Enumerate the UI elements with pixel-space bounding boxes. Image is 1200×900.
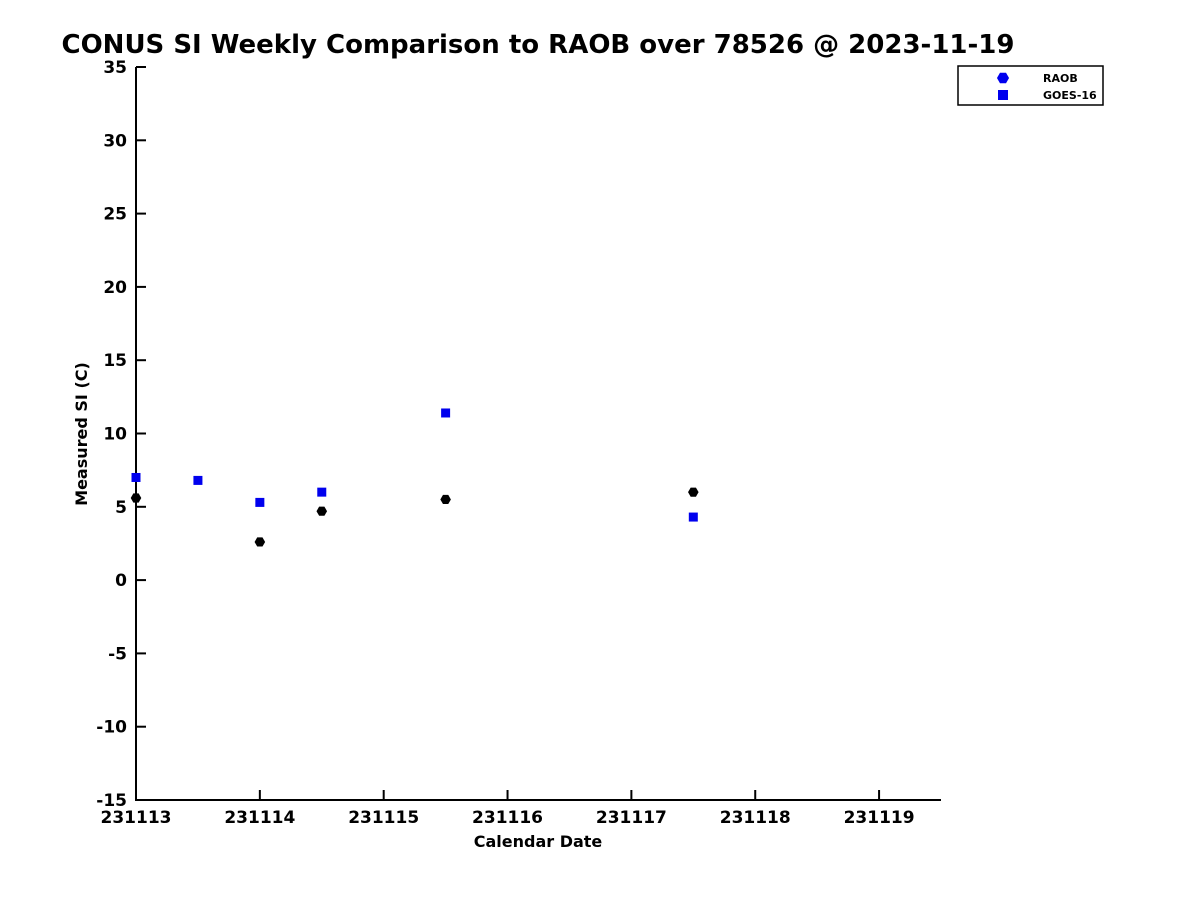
legend-raob-label: RAOB xyxy=(1043,72,1078,85)
y-tick-label: -10 xyxy=(96,718,127,738)
goes-16-point xyxy=(131,472,141,482)
y-axis-label: Measured SI (C) xyxy=(72,362,91,506)
chart-title: CONUS SI Weekly Comparison to RAOB over … xyxy=(62,30,1015,60)
goes-16-point xyxy=(255,497,265,507)
y-tick-label: 30 xyxy=(103,131,127,151)
y-tick-label: 35 xyxy=(103,58,127,78)
x-tick-label: 231114 xyxy=(224,808,295,828)
x-axis-label: Calendar Date xyxy=(474,832,603,851)
raob-point xyxy=(440,494,451,505)
legend-goes-16-label: GOES-16 xyxy=(1043,89,1097,102)
y-tick-label: 10 xyxy=(103,425,127,445)
x-tick-label: 231117 xyxy=(596,808,667,828)
goes-16-point xyxy=(193,475,203,485)
raob-point xyxy=(316,506,328,516)
x-tick-label: 231116 xyxy=(472,808,543,828)
y-tick-label: -5 xyxy=(108,644,127,664)
x-tick-label: 231118 xyxy=(720,808,791,828)
y-tick-label: -15 xyxy=(96,791,127,811)
data-points xyxy=(130,408,699,547)
raob-point xyxy=(688,487,699,497)
y-tick-label: 15 xyxy=(103,351,127,371)
y-tick-label: 0 xyxy=(115,571,127,591)
raob-point xyxy=(254,537,266,547)
x-tick-label: 231119 xyxy=(844,808,915,828)
x-tick-label: 231115 xyxy=(348,808,419,828)
raob-point xyxy=(130,493,142,503)
goes-16-point xyxy=(688,512,698,522)
legend-box xyxy=(957,65,1104,106)
y-tick-label: 25 xyxy=(103,205,127,225)
legend: RAOB GOES-16 xyxy=(957,65,1104,106)
axes: -15 -10 -5 0 5 10 15 20 25 30 35 231113 231114 231115… xyxy=(96,58,941,828)
y-tick-label: 20 xyxy=(103,278,127,298)
legend-raob-marker xyxy=(996,72,1010,84)
goes-16-point xyxy=(441,408,451,418)
x-tick-label: 231113 xyxy=(101,808,172,828)
goes-16-point xyxy=(317,487,327,497)
legend-goes-16-marker xyxy=(998,90,1008,100)
y-tick-label: 5 xyxy=(115,498,127,518)
